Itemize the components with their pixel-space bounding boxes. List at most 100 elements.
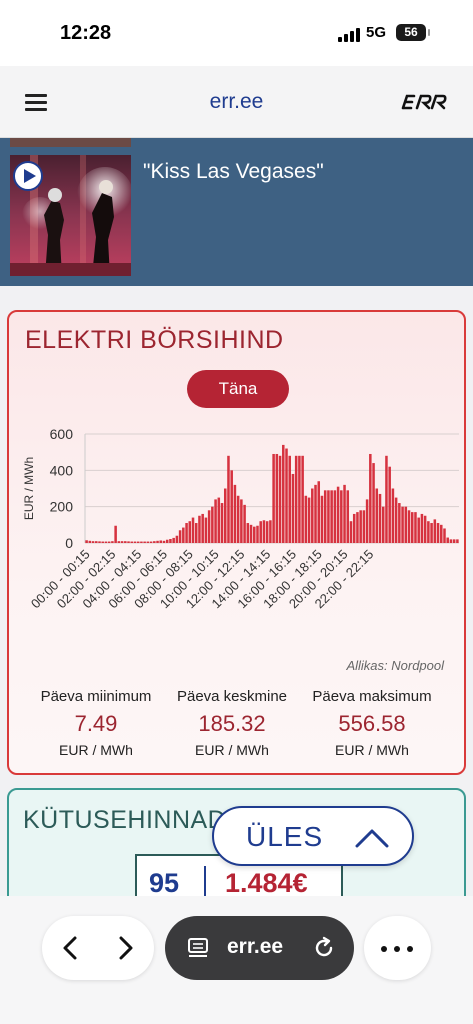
price-bar bbox=[175, 535, 179, 543]
concert-image bbox=[10, 155, 131, 276]
site-header: err.ee bbox=[0, 66, 473, 138]
stat-minimum-value: 7.49 bbox=[74, 711, 118, 736]
url-text[interactable]: err.ee bbox=[227, 935, 284, 958]
price-bar bbox=[178, 530, 182, 543]
today-tab[interactable]: Täna bbox=[187, 370, 289, 408]
price-bar bbox=[143, 541, 146, 543]
price-bar bbox=[433, 519, 437, 543]
price-bar bbox=[124, 541, 127, 543]
price-bar bbox=[359, 510, 362, 543]
price-bar bbox=[172, 537, 175, 543]
price-bar bbox=[333, 490, 337, 543]
price-bar bbox=[127, 541, 130, 543]
price-bar bbox=[211, 506, 214, 543]
price-bar bbox=[320, 495, 324, 543]
price-bar bbox=[446, 537, 449, 543]
price-bar bbox=[223, 488, 227, 543]
price-bar bbox=[204, 517, 208, 543]
y-tick-label: 0 bbox=[65, 535, 73, 551]
stat-average-value: 185.32 bbox=[198, 711, 266, 736]
reload-icon[interactable] bbox=[311, 935, 337, 961]
err-logo[interactable] bbox=[399, 92, 447, 118]
price-bar bbox=[169, 539, 172, 543]
price-bar bbox=[246, 523, 250, 543]
price-bar bbox=[420, 513, 424, 543]
price-bar bbox=[165, 539, 169, 543]
price-bar bbox=[230, 470, 233, 543]
err-logo-icon bbox=[401, 94, 447, 110]
y-tick-label: 200 bbox=[50, 499, 74, 515]
price-bar bbox=[156, 540, 159, 543]
stat-maximum: Päeva maksimum 556.58 EUR / MWh bbox=[297, 688, 447, 758]
price-bar bbox=[346, 490, 350, 543]
article-teaser[interactable]: "Kiss Las Vegases" bbox=[0, 138, 473, 286]
price-bar bbox=[456, 539, 459, 543]
price-bar bbox=[214, 499, 217, 543]
price-bar bbox=[136, 541, 140, 543]
price-bar bbox=[410, 512, 414, 543]
price-bar bbox=[201, 513, 204, 543]
price-bar bbox=[104, 541, 108, 543]
price-bar bbox=[378, 493, 382, 543]
price-bar bbox=[162, 540, 166, 543]
price-bar bbox=[423, 515, 427, 543]
address-bar[interactable]: err.ee bbox=[165, 916, 354, 980]
price-bar bbox=[352, 513, 356, 543]
price-bar bbox=[146, 541, 150, 543]
article-thumbnail[interactable] bbox=[10, 155, 131, 276]
navigation-pill bbox=[42, 916, 154, 980]
fuel-title: KÜTUSEHINNAD bbox=[23, 806, 227, 834]
price-bar bbox=[85, 540, 88, 543]
electricity-title: ELEKTRI BÖRSIHIND bbox=[25, 326, 284, 354]
price-bar bbox=[120, 541, 124, 543]
price-bar bbox=[356, 512, 359, 543]
reader-icon[interactable] bbox=[187, 937, 209, 959]
y-tick-label: 400 bbox=[50, 462, 74, 478]
price-bar bbox=[149, 541, 153, 543]
price-bar bbox=[262, 520, 266, 543]
price-bar bbox=[278, 455, 282, 543]
price-bar bbox=[88, 540, 92, 543]
price-bar bbox=[275, 453, 279, 543]
price-bar bbox=[140, 541, 143, 543]
price-bar bbox=[272, 453, 275, 543]
price-bar bbox=[253, 526, 256, 543]
price-bar bbox=[282, 444, 285, 543]
more-icon[interactable] bbox=[364, 916, 431, 980]
article-title[interactable]: "Kiss Las Vegases" bbox=[143, 160, 324, 183]
y-tick-label: 600 bbox=[50, 426, 74, 442]
price-bar bbox=[259, 521, 262, 543]
scroll-top-button[interactable]: ÜLES bbox=[212, 806, 414, 866]
price-bar bbox=[404, 506, 408, 543]
price-bar bbox=[430, 523, 433, 543]
price-bar bbox=[240, 499, 243, 543]
price-bar bbox=[243, 504, 246, 543]
price-bar bbox=[401, 506, 404, 543]
play-icon[interactable] bbox=[13, 161, 43, 191]
price-bar bbox=[198, 515, 201, 543]
price-bar bbox=[91, 541, 95, 543]
price-bar bbox=[452, 539, 456, 543]
price-bar bbox=[369, 453, 372, 543]
price-bar bbox=[220, 503, 224, 543]
price-bar bbox=[269, 520, 272, 543]
stat-minimum-label: Päeva miinimum bbox=[40, 688, 152, 705]
chevron-left-icon[interactable] bbox=[60, 935, 80, 961]
signal-icon bbox=[338, 28, 360, 42]
price-bar bbox=[117, 541, 121, 543]
price-bar bbox=[343, 484, 346, 543]
price-bar bbox=[372, 463, 375, 543]
site-title[interactable]: err.ee bbox=[209, 90, 264, 113]
price-bar bbox=[130, 541, 134, 543]
chevron-right-icon[interactable] bbox=[116, 935, 136, 961]
price-bar bbox=[330, 490, 333, 543]
hamburger-menu-icon[interactable] bbox=[25, 94, 47, 112]
stat-minimum-unit: EUR / MWh bbox=[59, 742, 133, 758]
stat-average: Päeva keskmine 185.32 EUR / MWh bbox=[157, 688, 307, 758]
price-bar bbox=[349, 521, 353, 543]
price-bar bbox=[95, 541, 98, 543]
fuel-divider bbox=[204, 866, 206, 898]
price-bar bbox=[217, 497, 221, 543]
price-bar bbox=[111, 541, 114, 543]
